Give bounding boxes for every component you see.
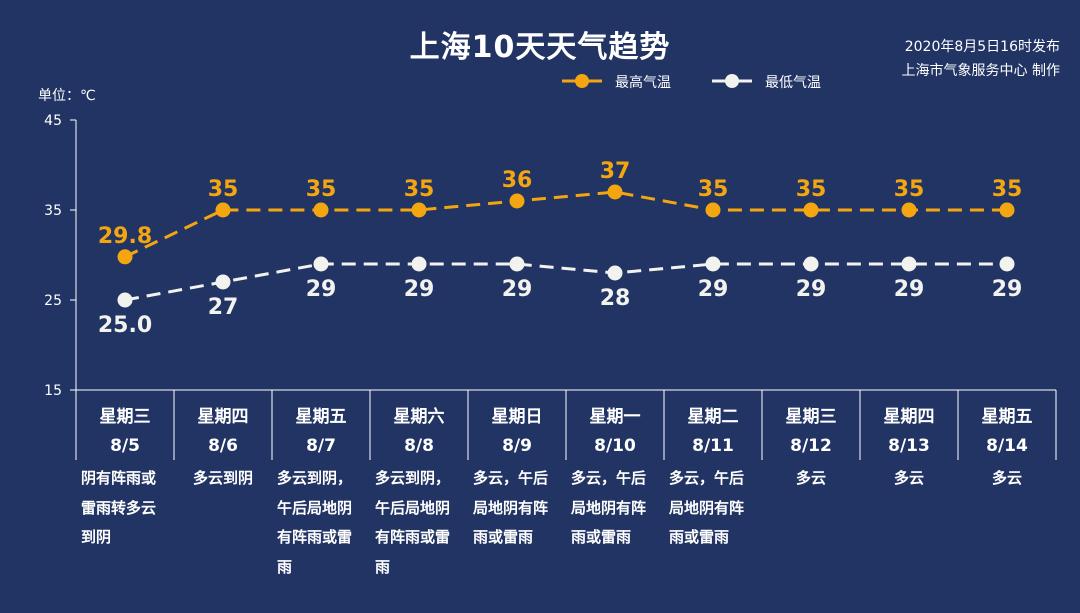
min-temp-point [803, 256, 819, 272]
max-temp-label: 37 [600, 159, 631, 184]
min-temp-label: 29 [894, 277, 925, 302]
min-temp-point [607, 265, 623, 281]
publish-time: 2020年8月5日16时发布 [904, 39, 1060, 55]
y-tick-label: 25 [44, 293, 62, 309]
min-temp-point [313, 256, 329, 272]
max-temp-point [215, 202, 231, 218]
max-temp-point [313, 202, 329, 218]
max-temp-point [803, 202, 819, 218]
date-label: 8/13 [888, 436, 930, 456]
min-temp-point [999, 256, 1015, 272]
weather-description: 多云 [795, 469, 826, 487]
max-temp-label: 35 [404, 177, 435, 202]
y-tick-label: 45 [44, 113, 62, 129]
max-temp-point [411, 202, 427, 218]
max-temp-label: 35 [306, 177, 337, 202]
weather-description: 多云到阴，午后局地阴有阵雨或雷雨 [375, 469, 451, 576]
date-label: 8/10 [594, 436, 636, 456]
min-temp-point [411, 256, 427, 272]
min-temp-label: 29 [698, 277, 729, 302]
max-temp-point [117, 249, 133, 265]
weekday-label: 星期二 [688, 407, 739, 427]
weather-description: 多云到阴，午后局地阴有阵雨或雷雨 [277, 469, 353, 576]
weekday-label: 星期六 [394, 406, 445, 427]
date-label: 8/7 [306, 436, 336, 456]
legend-max-marker [562, 74, 602, 88]
weekday-label: 星期五 [982, 407, 1033, 427]
max-temp-point [999, 202, 1015, 218]
min-temp-point [215, 274, 231, 290]
min-temp-label: 29 [502, 277, 533, 302]
legend-min-marker [712, 74, 752, 88]
weekday-label: 星期五 [296, 407, 347, 427]
max-temp-label: 29.8 [98, 224, 152, 249]
date-label: 8/11 [692, 436, 734, 456]
weather-description: 多云，午后局地阴有阵雨或雷雨 [473, 469, 549, 546]
min-temp-point [117, 292, 133, 308]
min-temp-line [124, 262, 1007, 302]
max-temp-line [124, 190, 1007, 259]
unit-label: 单位：℃ [38, 88, 96, 104]
min-temp-label: 29 [306, 277, 337, 302]
max-temp-point [607, 184, 623, 200]
chart-title: 上海10天天气趋势 [409, 30, 671, 65]
weather-description: 多云，午后局地阴有阵雨或雷雨 [571, 469, 647, 546]
date-label: 8/14 [986, 436, 1028, 456]
legend-max-label: 最高气温 [615, 75, 671, 91]
date-label: 8/6 [208, 436, 238, 456]
min-temp-label: 28 [600, 286, 631, 311]
weekday-label: 星期四 [198, 407, 249, 427]
weather-description: 多云，午后局地阴有阵雨或雷雨 [669, 469, 745, 546]
date-label: 8/12 [790, 436, 832, 456]
max-temp-label: 35 [894, 177, 925, 202]
max-temp-label: 36 [502, 168, 533, 193]
max-temp-point [705, 202, 721, 218]
max-temp-label: 35 [208, 177, 239, 202]
min-temp-point [705, 256, 721, 272]
min-temp-label: 25.0 [98, 313, 152, 338]
weather-description: 多云 [893, 469, 924, 487]
max-temp-point [901, 202, 917, 218]
min-temp-point [901, 256, 917, 272]
weekday-label: 星期四 [884, 407, 935, 427]
y-tick-label: 15 [44, 383, 62, 399]
max-temp-label: 35 [992, 177, 1023, 202]
date-label: 8/5 [110, 436, 140, 456]
weekday-label: 星期日 [492, 407, 543, 427]
min-temp-label: 29 [992, 277, 1023, 302]
weekday-label: 星期三 [786, 407, 837, 427]
max-temp-label: 35 [698, 177, 729, 202]
legend-min-label: 最低气温 [765, 75, 821, 91]
max-temp-label: 35 [796, 177, 827, 202]
min-temp-label: 29 [796, 277, 827, 302]
date-label: 8/9 [502, 436, 532, 456]
weather-description: 多云到阴 [192, 469, 253, 487]
date-label: 8/8 [404, 436, 434, 456]
weather-description: 阴有阵雨或雷雨转多云到阴 [81, 469, 157, 546]
issuer: 上海市气象服务中心 制作 [901, 63, 1060, 79]
min-temp-label: 29 [404, 277, 435, 302]
weekday-label: 星期三 [100, 407, 151, 427]
min-temp-point [509, 256, 525, 272]
weekday-label: 星期一 [590, 407, 641, 427]
y-tick-label: 35 [44, 203, 62, 219]
min-temp-label: 27 [208, 295, 239, 320]
weather-description: 多云 [991, 469, 1022, 487]
max-temp-point [509, 193, 525, 209]
